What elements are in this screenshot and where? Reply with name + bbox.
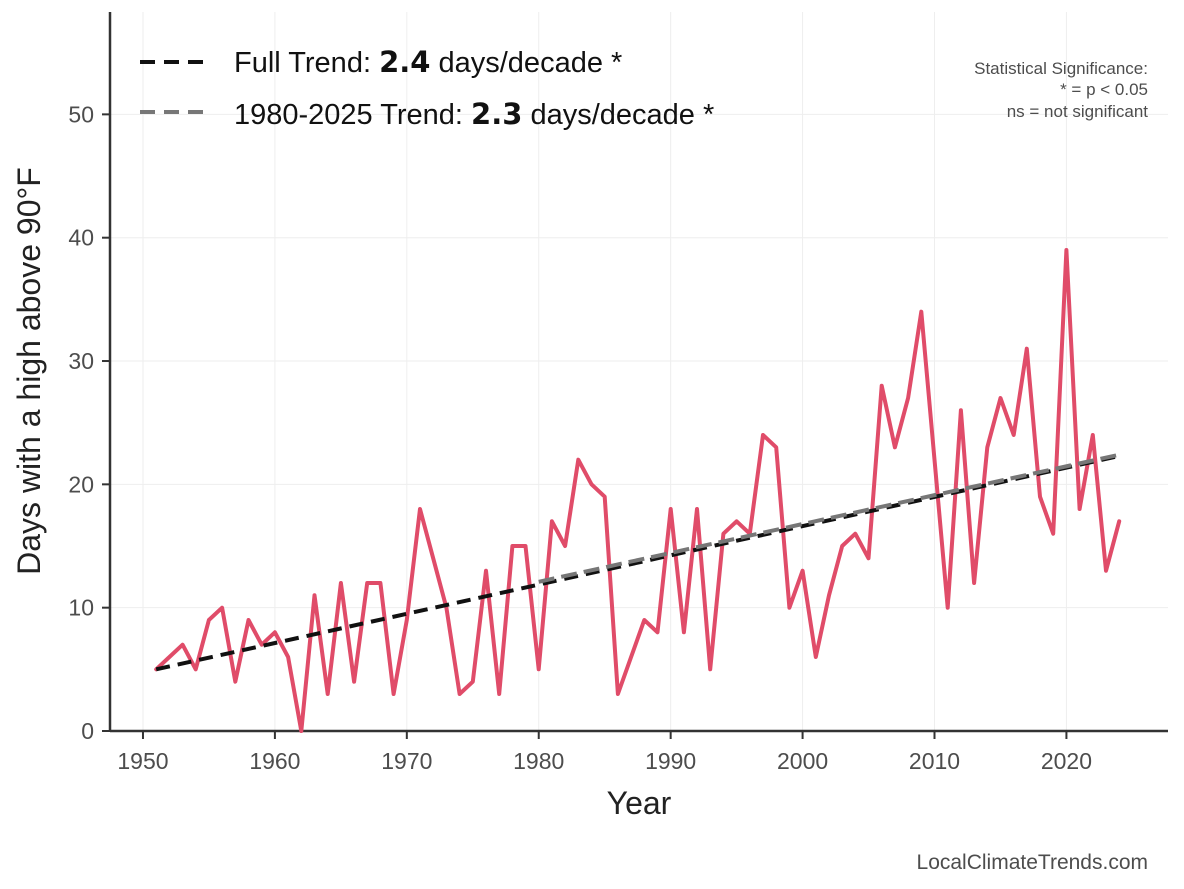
axes xyxy=(108,12,1168,733)
legend-full-trend-suffix: days/decade * xyxy=(430,47,622,79)
grid xyxy=(110,12,1168,732)
y-ticks: 0 10 20 30 40 50 xyxy=(68,101,110,744)
legend-1980-trend-prefix: 1980-2025 Trend: xyxy=(234,99,471,131)
plot-area xyxy=(154,248,1122,733)
legend-full-trend-prefix: Full Trend: xyxy=(234,47,379,79)
significance-note-line-1: Statistical Significance: xyxy=(974,59,1148,78)
x-tick-label-1950: 1950 xyxy=(117,748,168,774)
data-series-line-0 xyxy=(154,248,1122,733)
x-tick-label-1960: 1960 xyxy=(249,748,300,774)
legend-label-1980-trend: 1980-2025 Trend: 2.3 days/decade * xyxy=(234,97,714,131)
x-tick-label-1980: 1980 xyxy=(513,748,564,774)
x-tick-label-1970: 1970 xyxy=(381,748,432,774)
x-tick-label-1990: 1990 xyxy=(645,748,696,774)
y-tick-label-30: 30 xyxy=(68,348,94,374)
y-tick-label-50: 50 xyxy=(68,101,94,127)
legend-label-full-trend: Full Trend: 2.4 days/decade * xyxy=(234,45,622,79)
period-trend-line xyxy=(538,452,1120,584)
y-tick-label-20: 20 xyxy=(68,471,94,497)
significance-note: Statistical Significance: * = p < 0.05 n… xyxy=(974,59,1148,121)
source-credit: LocalClimateTrends.com xyxy=(917,851,1148,874)
legend: Full Trend: 2.4 days/decade * 1980-2025 … xyxy=(140,45,714,131)
x-tick-label-2000: 2000 xyxy=(777,748,828,774)
y-tick-label-40: 40 xyxy=(68,225,94,251)
legend-full-trend-value: 2.4 xyxy=(379,45,430,79)
y-tick-label-10: 10 xyxy=(68,595,94,621)
x-ticks: 1950 1960 1970 1980 1990 2000 2010 2020 xyxy=(117,731,1092,774)
significance-note-line-3: ns = not significant xyxy=(1007,102,1149,121)
y-axis-title: Days with a high above 90°F xyxy=(11,167,47,575)
x-axis-title: Year xyxy=(607,785,672,821)
legend-1980-trend-value: 2.3 xyxy=(471,97,522,131)
significance-note-line-2: * = p < 0.05 xyxy=(1060,80,1148,99)
x-tick-label-2010: 2010 xyxy=(909,748,960,774)
x-tick-label-2020: 2020 xyxy=(1041,748,1092,774)
legend-1980-trend-suffix: days/decade * xyxy=(522,99,714,131)
y-tick-label-0: 0 xyxy=(81,718,94,744)
